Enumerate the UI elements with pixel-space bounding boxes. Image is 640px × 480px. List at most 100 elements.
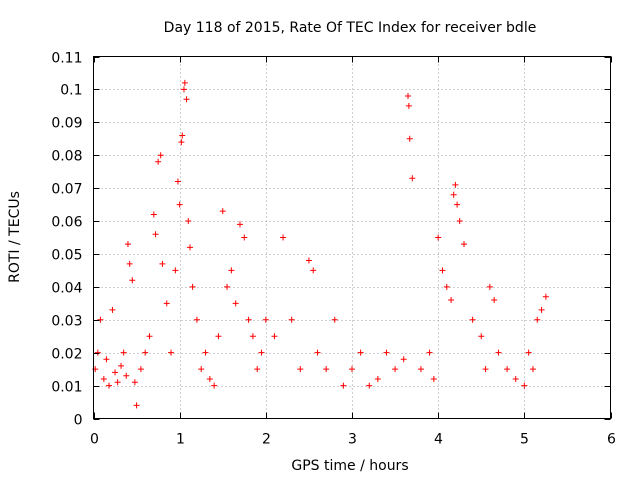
data-point [534, 316, 541, 323]
data-point [392, 366, 399, 373]
data-point [512, 376, 519, 383]
axis-ticks: 0 0.01 0.02 0.03 0.04 0.05 0.06 0.07 0.08 0.09 0.1… [51, 51, 616, 448]
data-point [224, 283, 231, 290]
data-point [241, 234, 248, 241]
data-point [340, 382, 347, 389]
data-point [383, 349, 390, 356]
data-point [178, 139, 185, 146]
data-point [109, 306, 116, 313]
data-point [305, 257, 312, 264]
data-point [435, 234, 442, 241]
data-point [118, 362, 125, 369]
data-point [366, 382, 373, 389]
data-point [486, 283, 493, 290]
data-point [198, 366, 205, 373]
data-point [297, 366, 304, 373]
data-point [443, 283, 450, 290]
data-point [179, 132, 186, 139]
y-tick-label: 0.03 [51, 314, 82, 330]
x-tick-label: 3 [348, 432, 357, 448]
data-point [478, 333, 485, 340]
data-point [245, 316, 252, 323]
data-point [482, 366, 489, 373]
data-point [504, 366, 511, 373]
data-point [405, 92, 412, 99]
data-point [129, 277, 136, 284]
data-point [450, 191, 457, 198]
data-point [150, 211, 157, 218]
data-point [152, 231, 159, 238]
data-point [131, 379, 138, 386]
data-point [249, 333, 256, 340]
data-point [452, 181, 459, 188]
data-point [180, 86, 187, 93]
data-point [174, 178, 181, 185]
data-point [155, 158, 162, 165]
data-point [529, 366, 536, 373]
y-tick-label: 0.07 [51, 182, 82, 198]
data-point [100, 376, 107, 383]
data-point [374, 376, 381, 383]
y-tick-label: 0.01 [51, 380, 82, 396]
data-point [538, 306, 545, 313]
data-point [123, 372, 130, 379]
data-points [92, 79, 549, 409]
data-point [542, 293, 549, 300]
data-point [159, 260, 166, 267]
data-point [323, 366, 330, 373]
data-point [187, 244, 194, 251]
y-tick-label: 0.11 [51, 51, 82, 67]
data-point [495, 349, 502, 356]
data-point [133, 402, 140, 409]
data-point [168, 349, 175, 356]
y-tick-label: 0.04 [51, 281, 82, 297]
data-point [448, 297, 455, 304]
x-tick-label: 5 [520, 432, 529, 448]
grid-lines [93, 56, 611, 419]
data-point [491, 297, 498, 304]
data-point [215, 333, 222, 340]
data-point [202, 349, 209, 356]
data-point [469, 316, 476, 323]
data-point [349, 366, 355, 373]
chart-title: Day 118 of 2015, Rate Of TEC Index for r… [164, 20, 537, 36]
data-point [430, 376, 437, 383]
data-point [525, 349, 532, 356]
data-point [176, 201, 183, 208]
x-tick-label: 1 [176, 432, 185, 448]
data-point [271, 333, 278, 340]
data-point [97, 316, 104, 323]
data-point [232, 300, 239, 307]
x-tick-label: 0 [90, 432, 99, 448]
data-point [137, 366, 144, 373]
data-point [314, 349, 321, 356]
data-point [400, 356, 407, 363]
data-point [409, 175, 416, 182]
data-point [439, 267, 446, 274]
data-point [258, 349, 265, 356]
data-point [142, 349, 149, 356]
x-axis-label: GPS time / hours [291, 458, 408, 474]
data-point [163, 300, 170, 307]
data-point [124, 241, 131, 248]
data-point [406, 135, 413, 142]
data-point [146, 333, 153, 340]
data-point [183, 96, 190, 103]
data-point [454, 201, 461, 208]
x-tick-label: 2 [262, 432, 271, 448]
y-tick-label: 0.08 [51, 149, 82, 165]
data-point [331, 316, 338, 323]
data-point [219, 208, 226, 215]
data-point [106, 382, 113, 389]
data-point [172, 267, 179, 274]
y-tick-label: 0.06 [51, 215, 82, 231]
data-point [112, 369, 119, 376]
data-point [254, 366, 261, 373]
y-tick-label: 0 [74, 413, 83, 429]
data-point [181, 79, 188, 86]
data-point [120, 349, 127, 356]
data-point [405, 102, 412, 109]
data-point [236, 221, 243, 228]
data-point [456, 218, 463, 225]
